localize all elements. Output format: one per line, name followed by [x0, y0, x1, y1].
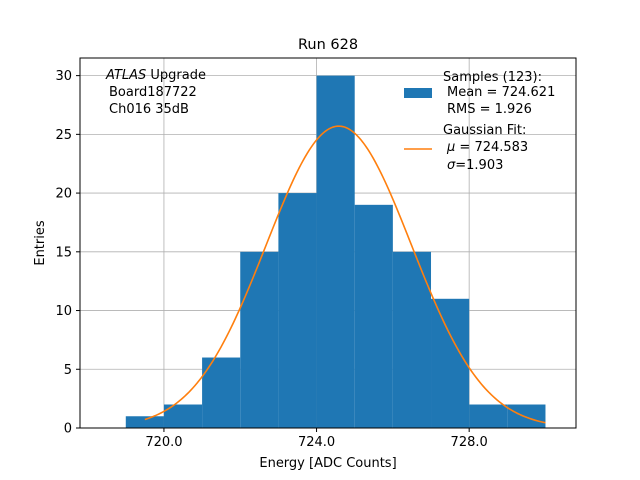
annotation-italic: ATLAS: [105, 68, 146, 83]
legend-samples-title: Samples (123):: [443, 70, 542, 85]
annotation-line-1: ATLAS Upgrade: [105, 68, 206, 83]
gaussian-fit-curve: [144, 125, 546, 424]
legend-samples-rms: RMS = 1.926: [447, 102, 532, 117]
legend-mu-symbol: μ: [446, 140, 455, 155]
histogram-bar: [163, 404, 203, 428]
histogram-bar: [354, 204, 393, 428]
histogram-bar: [392, 251, 432, 428]
histogram-bar: [202, 357, 241, 428]
histogram-bar: [240, 251, 279, 428]
y-tick-label: 10: [55, 304, 72, 319]
legend-fit-title: Gaussian Fit:: [443, 123, 526, 138]
chart-title: Run 628: [298, 37, 358, 53]
legend: Samples (123): Mean = 724.621 RMS = 1.92…: [404, 70, 555, 173]
histogram-bar: [125, 416, 164, 428]
x-axis-label: Energy [ADC Counts]: [259, 456, 396, 471]
y-tick-label: 20: [55, 187, 72, 202]
legend-fit-mu: μ = 724.583: [446, 140, 528, 155]
legend-sigma-value: =1.903: [455, 158, 503, 173]
y-tick-label: 5: [64, 363, 72, 378]
y-tick-label: 0: [64, 422, 72, 437]
annotation-text: ATLAS Upgrade Board187722 Ch016 35dB: [105, 68, 206, 117]
legend-samples-mean: Mean = 724.621: [447, 85, 555, 100]
annotation-line-2: Board187722: [109, 85, 197, 100]
y-tick-label: 25: [55, 128, 72, 143]
plot-frame: [79, 57, 577, 429]
histogram-bar: [431, 298, 470, 428]
legend-mu-value: = 724.583: [455, 140, 528, 155]
y-axis-label: Entries: [33, 220, 48, 266]
y-tick-label: 30: [55, 69, 72, 84]
histogram-bar: [507, 404, 546, 428]
legend-sigma-symbol: σ: [447, 158, 456, 173]
x-tick-label: 724.0: [298, 435, 335, 450]
legend-samples-swatch: [404, 88, 432, 98]
y-tick-label: 15: [55, 245, 72, 260]
legend-fit-sigma: σ=1.903: [447, 158, 503, 173]
histogram-bar: [469, 404, 508, 428]
histogram-bar: [278, 193, 317, 428]
annotation-upgrade: Upgrade: [146, 68, 206, 83]
histogram-bars: [125, 75, 546, 428]
axis-ticks: 720.0 724.0 728.0 0 5 10 15 20 25 30: [55, 69, 487, 450]
annotation-line-3: Ch016 35dB: [109, 102, 189, 117]
x-tick-label: 720.0: [145, 435, 182, 450]
x-tick-label: 728.0: [451, 435, 488, 450]
